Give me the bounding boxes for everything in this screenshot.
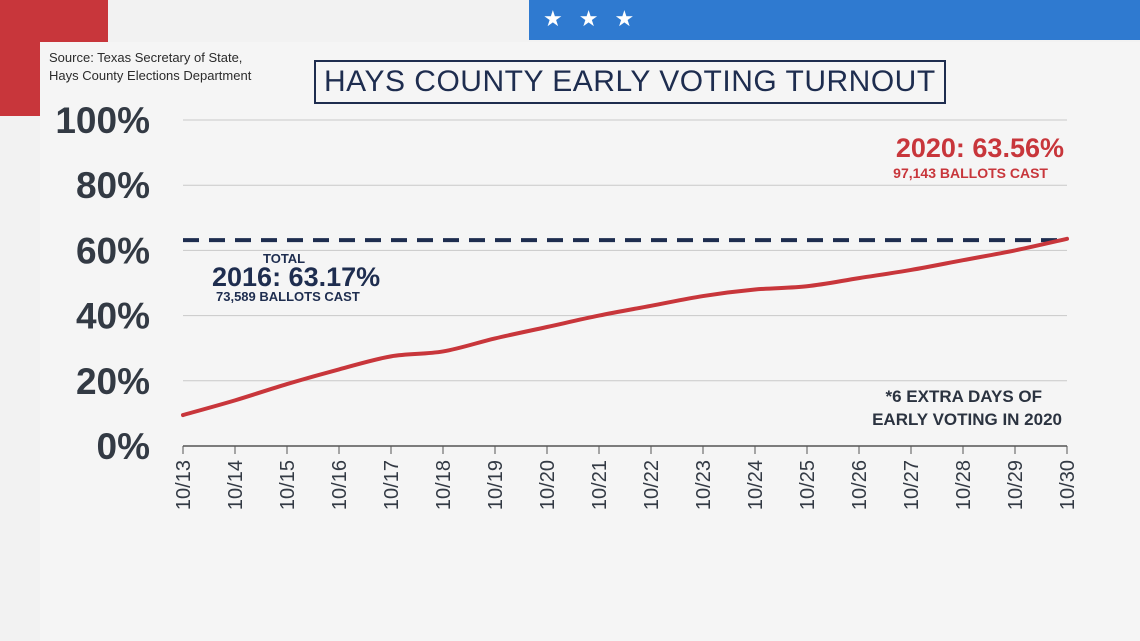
x-tick-label: 10/28 <box>953 460 975 510</box>
y-tick-label: 20% <box>76 361 150 402</box>
source-line-1: Source: Texas Secretary of State, <box>49 50 243 65</box>
x-axis-ticks: 10/13 10/14 10/15 10/16 10/17 10/18 10/19 10/20… <box>173 446 1079 510</box>
x-tick-label: 10/21 <box>589 460 611 510</box>
series-line-2020 <box>181 236 1069 418</box>
note-line-2: EARLY VOTING IN 2020 <box>872 410 1062 429</box>
gridlines <box>183 119 1067 447</box>
x-tick-label: 10/26 <box>849 460 871 510</box>
x-tick-label: 10/27 <box>901 460 923 510</box>
y-tick-label: 60% <box>76 230 150 271</box>
label-2016: 2016: 63.17% <box>212 262 380 292</box>
x-tick-label: 10/18 <box>433 460 455 510</box>
x-tick-label: 10/23 <box>693 460 715 510</box>
label-2016-total: TOTAL <box>263 251 305 266</box>
ballots-2020: 97,143 BALLOTS CAST <box>893 165 1048 181</box>
star-banner: ★ ★ ★ <box>529 0 1140 40</box>
x-tick-label: 10/20 <box>537 460 559 510</box>
star-icon: ★ <box>578 7 599 32</box>
x-tick-label: 10/17 <box>381 460 403 510</box>
chart-title: HAYS COUNTY EARLY VOTING TURNOUT <box>314 60 946 104</box>
source-note: Source: Texas Secretary of State, Hays C… <box>49 49 251 85</box>
ballots-2016: 73,589 BALLOTS CAST <box>216 289 360 304</box>
x-tick-label: 10/14 <box>225 460 247 510</box>
y-tick-label: 80% <box>76 165 150 206</box>
y-tick-label: 100% <box>55 100 150 141</box>
y-tick-label: 40% <box>76 296 150 337</box>
x-tick-label: 10/24 <box>745 460 767 510</box>
star-icon: ★ <box>614 7 635 32</box>
star-icon: ★ <box>543 7 563 32</box>
x-tick-label: 10/22 <box>641 460 663 510</box>
y-tick-label: 0% <box>97 426 150 467</box>
x-tick-label: 10/15 <box>277 460 299 510</box>
chart-card <box>40 42 1140 641</box>
note-line-1: *6 EXTRA DAYS OF <box>885 387 1042 406</box>
x-tick-label: 10/13 <box>173 460 195 510</box>
x-tick-label: 10/25 <box>797 460 819 510</box>
x-tick-label: 10/19 <box>485 460 507 510</box>
label-2020: 2020: 63.56% <box>896 133 1064 163</box>
x-tick-label: 10/30 <box>1057 460 1079 510</box>
y-axis-ticks: 0% 20% 40% 60% 80% 100% <box>55 100 150 467</box>
source-line-2: Hays County Elections Department <box>49 68 252 83</box>
x-tick-label: 10/29 <box>1005 460 1027 510</box>
x-tick-label: 10/16 <box>329 460 351 510</box>
